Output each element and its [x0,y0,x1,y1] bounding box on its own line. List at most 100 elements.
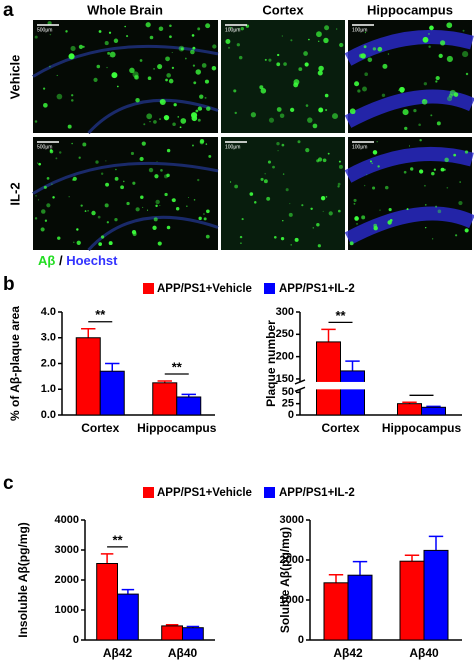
plaque-spot [191,34,195,37]
y-tick-label: 1000 [280,594,304,606]
nuclei-band [344,89,474,128]
plaque-spot [376,141,378,143]
plaque-spot [155,199,160,205]
plaque-spot [190,49,195,55]
plaque-spot [276,107,282,112]
plaque-spot [179,126,182,129]
plaque-spot [301,204,304,207]
plaque-spot [364,72,369,77]
plaque-spot [264,58,267,61]
plaque-spot [130,151,134,156]
plaque-spot [146,209,149,211]
y-axis-title: Soluble Aβ(pg/mg) [278,527,292,633]
plaque-spot [288,212,293,217]
bar [99,370,125,416]
plaque-spot [165,78,168,82]
plaque-spot [76,228,79,231]
plaque-spot [338,160,341,163]
plaque-spot [279,113,285,119]
plaque-spot [163,114,170,121]
bar [347,574,373,641]
plaque-spot [80,204,83,207]
plaque-spot [198,216,202,221]
plaque-spot [316,223,320,227]
plaque-spot [418,123,421,127]
plaque-spot [157,63,163,70]
plaque-spot [462,51,469,58]
plaque-spot [211,65,217,71]
error-bar [328,574,344,583]
plaque-spot [47,21,52,26]
x-tick-label: Cortex [321,421,359,435]
plaque-spot [398,89,400,91]
plaque-spot [124,25,126,28]
plaque-spot [428,32,430,35]
plaque-spot [87,210,89,212]
legend-swatch [143,487,154,498]
plaque-spot [282,219,284,222]
plaque-spot [298,67,303,72]
plaque-spot [93,77,98,82]
plaque-spot [145,22,151,28]
plaque-spot [324,93,329,98]
plaque-spot [387,53,390,55]
error-bar [105,362,120,372]
plaque-spot [322,158,327,163]
plaque-spot [281,143,285,147]
bar [316,341,341,416]
legend-label: APP/PS1+IL-2 [279,487,355,499]
x-tick-label: Aβ40 [168,646,198,660]
y-tick-label: 150 [276,373,294,385]
significance-label: ** [335,308,346,323]
y-axis-title: Insoluble Aβ(pg/mg) [16,522,30,638]
plaque-spot [294,237,299,242]
plaque-spot [158,26,164,32]
error-bar [428,535,444,551]
tissue-outline [32,44,219,135]
scale-bar-label: 500μm [37,27,52,33]
error-bar [81,327,96,338]
bar [182,627,204,641]
plaque-spot [268,117,275,123]
plaque-spot [35,195,37,197]
plaque-spot [44,219,48,222]
plaque-spot [339,42,344,48]
plaque-spot [437,209,442,214]
plaque-spot [317,244,321,248]
plaque-spot [260,177,264,181]
plaque-spot [116,85,119,88]
plaque-spot [113,38,119,43]
plaque-spot [358,53,364,58]
plaque-spot [337,185,340,188]
plaque-spot [384,185,389,190]
plaque-spot [199,140,204,145]
plaque-spot [276,62,281,67]
plaque-spot [199,94,204,99]
plaque-spot [109,51,116,58]
plaque-spot [204,96,207,99]
plaque-spot [172,122,176,126]
plaque-spot [435,75,440,81]
plaque-spot [234,184,239,189]
plaque-spot [318,40,320,42]
plaque-spot [290,244,292,246]
plaque-spot [97,215,101,219]
plaque-spot [423,99,425,102]
plaque-spot [65,30,68,33]
plaque-spot [317,157,323,162]
stain-marker: Aβ [38,253,55,268]
plaque-spot [193,81,197,85]
plaque-spot [335,28,338,30]
plaque-spot [141,141,146,146]
plaque-spot [49,33,52,36]
plaque-spot [438,53,443,58]
plaque-spot [363,45,367,49]
plaque-spot [188,197,190,199]
plaque-spot [234,111,237,115]
plaque-spot [369,160,372,163]
plaque-spot [208,154,212,158]
plaque-spot [201,63,207,68]
plaque-spot [310,207,313,210]
plaque-spot [229,181,232,183]
stain-separator: / [59,253,63,268]
